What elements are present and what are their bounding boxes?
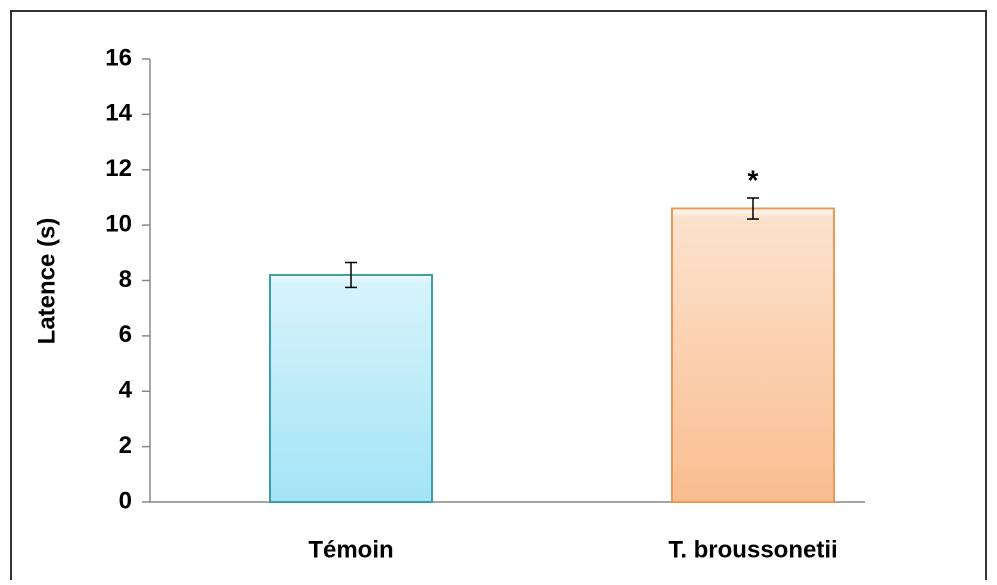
x-tick-label: Témoin (308, 536, 393, 563)
y-tick-label: 12 (105, 155, 132, 182)
annotation: * (748, 164, 759, 195)
frame (10, 10, 987, 585)
y-tick-label: 2 (119, 432, 132, 459)
bar (671, 207, 835, 503)
bar (269, 273, 433, 503)
x-tick-label: T. broussonetii (668, 536, 837, 563)
y-tick-label: 14 (105, 100, 132, 127)
y-axis-label: Latence (s) (33, 218, 60, 345)
y-tick-label: 0 (119, 487, 132, 514)
y-tick-label: 8 (119, 266, 132, 293)
y-tick-label: 10 (105, 210, 132, 237)
y-tick-label: 6 (119, 321, 132, 348)
y-tick-label: 4 (119, 377, 133, 404)
y-tick-label: 16 (105, 44, 132, 71)
